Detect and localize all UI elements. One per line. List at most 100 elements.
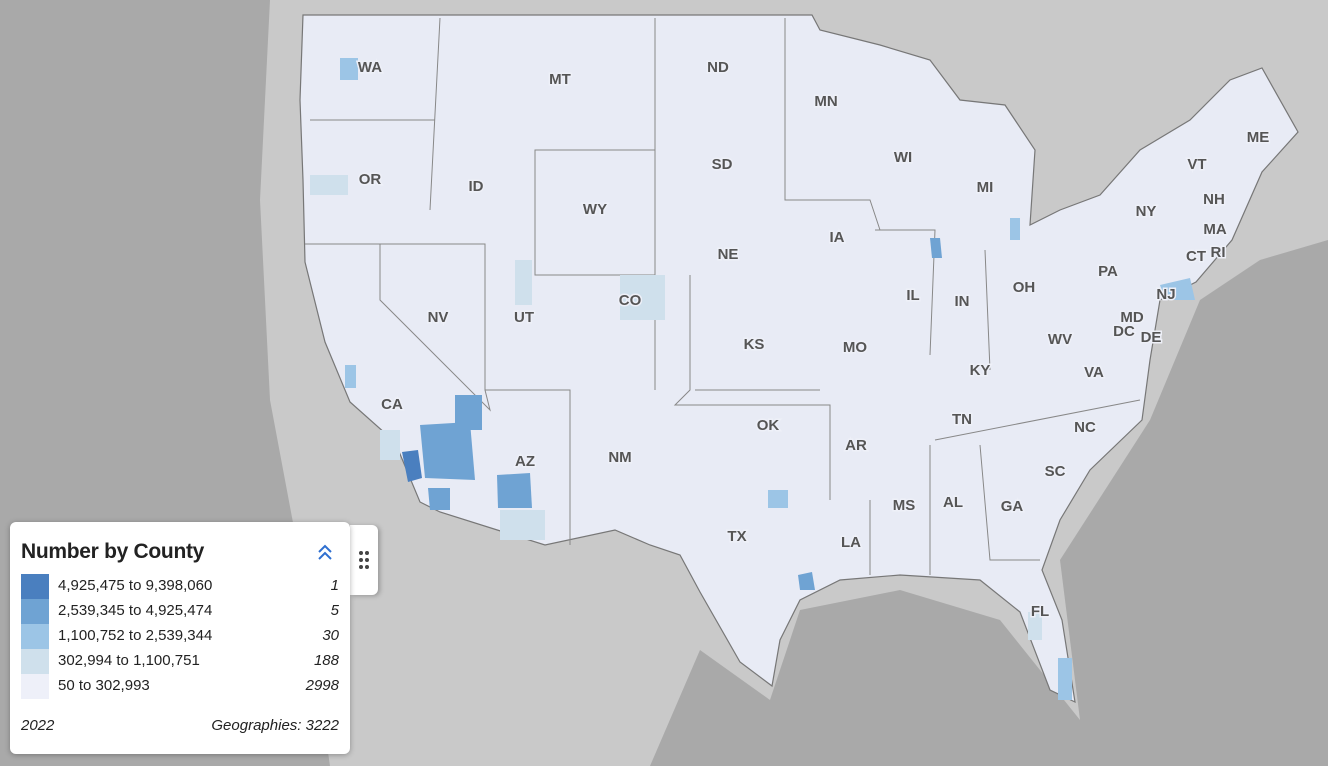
county-area [340, 58, 358, 80]
us-outline [299, 14, 1299, 704]
state-label: VA [1084, 364, 1104, 381]
state-label: KS [744, 336, 765, 353]
legend-swatch [21, 649, 49, 674]
legend-row: 302,994 to 1,100,751 188 [21, 649, 339, 674]
state-label: NE [718, 246, 739, 263]
state-label: MA [1203, 221, 1226, 238]
collapse-button[interactable] [316, 542, 334, 562]
drag-icon [359, 551, 369, 569]
state-label: IN [955, 293, 970, 310]
legend-range: 302,994 to 1,100,751 [58, 652, 200, 669]
county-area [420, 422, 475, 480]
legend-title: Number by County [21, 540, 205, 563]
state-label: ME [1247, 129, 1270, 146]
state-label: TX [727, 528, 746, 545]
legend: Number by County 4,925,475 to 9,398,060 1… [10, 522, 350, 754]
state-label: ND [707, 59, 729, 76]
state-label: AL [943, 494, 963, 511]
legend-range: 4,925,475 to 9,398,060 [58, 577, 213, 594]
state-label: SD [712, 156, 733, 173]
state-label: UT [514, 309, 534, 326]
legend-count: 5 [330, 602, 339, 619]
county-area [1058, 658, 1072, 700]
legend-swatch [21, 674, 49, 699]
state-label: WV [1048, 331, 1072, 348]
state-label: NJ [1156, 286, 1175, 303]
state-label: KY [970, 362, 991, 379]
county-area [1028, 612, 1042, 640]
state-label: NM [608, 449, 631, 466]
county-area [345, 365, 356, 388]
state-label: SC [1045, 463, 1066, 480]
state-label: AR [845, 437, 867, 454]
county-area [620, 275, 665, 320]
legend-row: 1,100,752 to 2,539,344 30 [21, 624, 339, 649]
county-area [930, 238, 942, 258]
state-label: PA [1098, 263, 1118, 280]
state-label: ID [469, 178, 484, 195]
legend-swatch [21, 599, 49, 624]
legend-count: 30 [322, 627, 339, 644]
legend-swatch [21, 574, 49, 599]
state-label: NC [1074, 419, 1096, 436]
county-area [500, 510, 545, 540]
state-label: WA [358, 59, 382, 76]
county-highlights [310, 58, 1195, 700]
state-label: NY [1136, 203, 1157, 220]
county-area [798, 572, 815, 590]
county-area [497, 473, 532, 508]
state-label: GA [1001, 498, 1024, 515]
state-label: DC [1113, 323, 1135, 340]
legend-range: 50 to 302,993 [58, 677, 150, 694]
county-area [515, 260, 532, 305]
state-label: NV [428, 309, 449, 326]
legend-count: 2998 [305, 677, 339, 694]
state-label: LA [841, 534, 861, 551]
county-area [310, 175, 348, 195]
state-label: MD [1120, 309, 1143, 326]
state-label: MN [814, 93, 837, 110]
legend-drag-handle[interactable] [350, 525, 378, 595]
legend-row: 4,925,475 to 9,398,060 1 [21, 574, 339, 599]
county-area [428, 488, 450, 510]
legend-row: 50 to 302,993 2998 [21, 674, 339, 699]
state-label: MS [893, 497, 916, 514]
state-label: IL [906, 287, 919, 304]
county-area [1010, 218, 1020, 240]
state-borders [305, 17, 1141, 575]
state-labels: WA MT ND MN OR ID WY SD WI MI NY VT NH ME MA CT RI NE IA NV… [356, 57, 1270, 621]
state-label: RI [1211, 244, 1226, 261]
state-label: CT [1186, 248, 1206, 265]
legend-range: 1,100,752 to 2,539,344 [58, 627, 213, 644]
legend-geographies: Geographies: 3222 [211, 717, 339, 734]
state-label: MO [843, 339, 867, 356]
state-label: CO [619, 292, 642, 309]
state-label: WY [583, 201, 607, 218]
state-label: NH [1203, 191, 1225, 208]
county-area [402, 450, 422, 482]
legend-count: 188 [313, 652, 339, 669]
state-label: WI [894, 149, 912, 166]
county-area [455, 395, 482, 430]
county-area [768, 490, 788, 508]
state-label: OH [1013, 279, 1036, 296]
legend-count: 1 [330, 577, 339, 594]
state-label: OK [757, 417, 780, 434]
state-label: IA [830, 229, 845, 246]
state-label: DE [1141, 329, 1162, 346]
legend-year: 2022 [21, 717, 55, 734]
county-area [1160, 278, 1195, 300]
county-area [380, 430, 400, 460]
legend-range: 2,539,345 to 4,925,474 [58, 602, 213, 619]
state-label: CA [381, 396, 403, 413]
legend-swatch [21, 624, 49, 649]
state-label: VT [1187, 156, 1206, 173]
state-label: FL [1031, 603, 1049, 620]
state-label: MI [977, 179, 994, 196]
legend-row: 2,539,345 to 4,925,474 5 [21, 599, 339, 624]
state-label: MT [549, 71, 571, 88]
state-label: TN [952, 411, 972, 428]
state-label: AZ [515, 453, 535, 470]
